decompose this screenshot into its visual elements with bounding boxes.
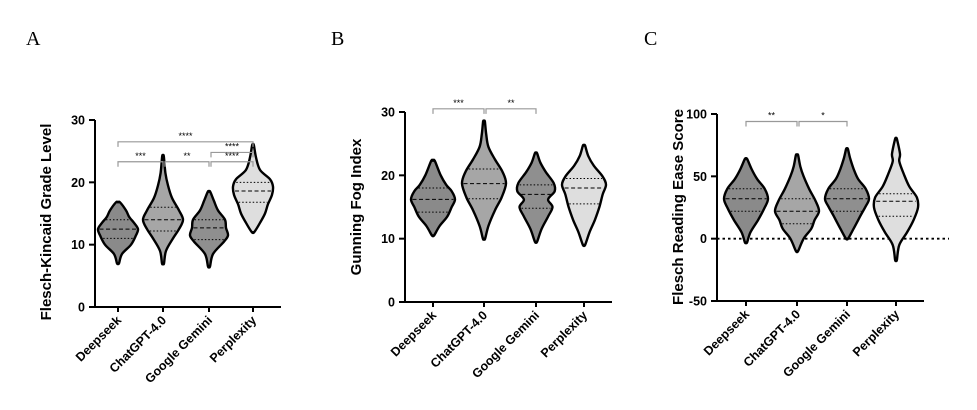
significance-bracket-a (210, 161, 254, 167)
y-axis-label-a: Flesch-Kincaid Grade Level (38, 124, 55, 321)
significance-label-a: ** (183, 151, 191, 161)
violin-b-google-gemini (515, 151, 557, 244)
y-tick-label-a: 10 (71, 238, 85, 252)
significance-label-a: **** (225, 141, 240, 151)
violin-b-deepseek (409, 158, 457, 238)
panel-letter-b: B (331, 28, 344, 50)
x-tick-label-c-perplexity: Perplexity (850, 307, 902, 359)
panel-a: A Flesch-Kincaid Grade Level 0102030Deep… (26, 28, 281, 386)
significance-bracket-a (210, 151, 254, 158)
y-tick-label-c: 0 (700, 232, 707, 246)
panel-letter-c: C (644, 28, 657, 50)
panel-letter-a: A (26, 28, 41, 50)
violin-b-chatgpt-4-0 (460, 119, 508, 241)
significance-bracket-c (745, 120, 798, 127)
x-tick-label-a-perplexity: Perplexity (207, 313, 259, 365)
significance-label-b: ** (507, 98, 515, 108)
y-axis-label-b: Gunning Fog Index (348, 138, 365, 275)
violin-b-perplexity (560, 143, 608, 248)
significance-label-a: **** (225, 151, 240, 161)
significance-label-c: * (821, 110, 825, 120)
significance-bracket-c (798, 120, 848, 127)
violin-c-perplexity (872, 136, 920, 263)
significance-label-b: *** (453, 98, 464, 108)
x-tick-label-b-deepseek: Deepseek (388, 308, 439, 359)
violin-c-deepseek (722, 156, 770, 245)
significance-bracket-b (432, 108, 485, 114)
significance-bracket-b (485, 108, 537, 114)
y-axis-label-c: Flesch Reading Ease Score (670, 109, 687, 305)
x-tick-label-c-deepseek: Deepseek (701, 307, 752, 358)
significance-label-a: **** (178, 131, 193, 141)
y-tick-label-a: 20 (71, 176, 85, 190)
y-tick-label-b: 20 (381, 169, 395, 183)
y-tick-label-a: 0 (78, 301, 85, 315)
y-tick-label-b: 10 (381, 232, 395, 246)
x-tick-label-b-perplexity: Perplexity (538, 308, 590, 360)
y-tick-label-b: 0 (388, 296, 395, 310)
y-tick-label-b: 30 (381, 106, 395, 120)
significance-label-a: *** (135, 151, 146, 161)
panel-c: C Flesch Reading Ease Score -50 0 50 100 Dee… (644, 28, 949, 380)
significance-bracket-a (164, 161, 210, 167)
violin-c-chatgpt-4-0 (773, 153, 821, 254)
panel-b: B Gunning Fog Index 0102030DeepseekChatG… (331, 28, 612, 381)
significance-label-c: ** (768, 110, 776, 120)
y-tick-label-a: 30 (71, 114, 85, 128)
y-tick-label-c: -50 (689, 295, 707, 309)
significance-bracket-a (117, 161, 164, 167)
violin-a-chatgpt-4-0 (141, 153, 185, 266)
violin-a-deepseek (96, 200, 140, 266)
y-tick-label-c: 50 (693, 170, 707, 184)
violin-c-google-gemini (823, 146, 871, 241)
significance-bracket-a (117, 141, 254, 147)
y-tick-label-c: 100 (686, 108, 707, 122)
violin-a-google-gemini (188, 189, 230, 269)
